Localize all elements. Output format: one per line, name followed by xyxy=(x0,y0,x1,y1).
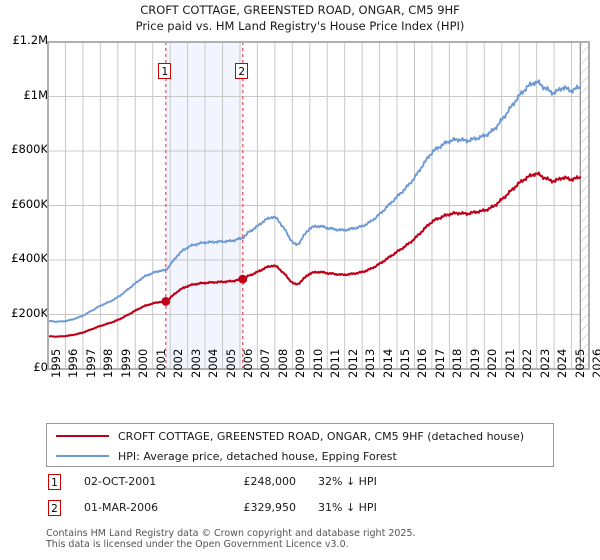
x-axis-tick-7: 2002 xyxy=(171,348,186,378)
footer-attribution: Contains HM Land Registry data © Crown c… xyxy=(46,528,586,550)
legend-label-0: CROFT COTTAGE, GREENSTED ROAD, ONGAR, CM… xyxy=(118,429,525,443)
plot-marker-1[interactable]: 1 xyxy=(158,63,172,79)
y-axis-tick-0: £0 xyxy=(33,360,48,374)
series-line-property xyxy=(48,171,582,338)
legend-label-1: HPI: Average price, detached house, Eppi… xyxy=(118,449,397,463)
transaction-row[interactable]: 2 01-MAR-2006 £329,950 31% ↓ HPI xyxy=(46,498,554,520)
page-title: CROFT COTTAGE, GREENSTED ROAD, ONGAR, CM… xyxy=(0,2,600,34)
x-axis-tick-30: 2025 xyxy=(572,348,587,378)
transaction-price: £248,000 xyxy=(243,475,297,488)
x-axis-tick-23: 2018 xyxy=(450,348,465,378)
legend-color-swatch-1 xyxy=(56,455,109,457)
x-axis-tick-28: 2023 xyxy=(537,348,552,378)
y-axis-tick-5: £1M xyxy=(23,87,48,102)
x-axis-tick-31: 2026 xyxy=(590,348,600,378)
chart-legend: CROFT COTTAGE, GREENSTED ROAD, ONGAR, CM… xyxy=(46,423,554,467)
series-line-hpi xyxy=(48,79,582,323)
x-axis-tick-0: 1995 xyxy=(49,348,63,378)
title-line-subtitle: Price paid vs. HM Land Registry's House … xyxy=(135,19,465,33)
x-axis-tick-16: 2011 xyxy=(328,348,343,378)
plot-marker-2[interactable]: 2 xyxy=(235,63,249,79)
transactions-table: 1 02-OCT-2001 £248,000 32% ↓ HPI 2 01-MAR-200… xyxy=(46,472,554,522)
transaction-row[interactable]: 1 02-OCT-2001 £248,000 32% ↓ HPI xyxy=(46,472,554,494)
x-axis-tick-3: 1998 xyxy=(101,348,116,378)
chart-container: £0 £200K £400K £600K £800K £1M £1.2M 1 2 xyxy=(0,34,600,374)
x-axis-tick-18: 2013 xyxy=(363,348,378,378)
x-axis-tick-29: 2024 xyxy=(555,348,570,378)
plot-border xyxy=(48,42,589,369)
transaction-index-badge: 2 xyxy=(48,500,61,516)
x-axis-tick-9: 2004 xyxy=(206,348,221,378)
x-axis-tick-17: 2012 xyxy=(345,348,360,378)
x-axis-tick-2: 1997 xyxy=(83,348,98,378)
footer-line-1: Contains HM Land Registry data © Crown c… xyxy=(46,528,416,539)
x-axis-tick-11: 2006 xyxy=(240,348,255,378)
x-axis-tick-15: 2010 xyxy=(310,348,325,378)
x-axis-tick-22: 2017 xyxy=(432,348,447,378)
x-axis-tick-12: 2007 xyxy=(258,348,273,378)
sale-point-dot xyxy=(238,274,248,284)
y-axis-tick-2: £400K xyxy=(11,251,48,265)
transaction-hpi-delta: 31% ↓ HPI xyxy=(318,501,377,514)
footer-line-2: This data is licensed under the Open Gov… xyxy=(46,539,349,550)
transaction-price: £329,950 xyxy=(243,501,297,514)
x-axis-tick-14: 2009 xyxy=(293,348,308,378)
x-axis-tick-27: 2022 xyxy=(520,348,535,378)
y-axis-tick-4: £800K xyxy=(11,142,48,156)
transaction-index-badge: 1 xyxy=(48,474,61,490)
transaction-hpi-delta: 32% ↓ HPI xyxy=(318,475,377,488)
future-hatched-region xyxy=(580,42,589,369)
x-axis-tick-5: 2000 xyxy=(136,348,151,378)
legend-row-0: CROFT COTTAGE, GREENSTED ROAD, ONGAR, CM… xyxy=(47,426,524,446)
x-axis-tick-25: 2020 xyxy=(485,348,500,378)
x-axis-tick-19: 2014 xyxy=(380,348,395,378)
sale-point-dot xyxy=(161,297,171,306)
legend-color-swatch-0 xyxy=(56,435,109,437)
x-axis-tick-26: 2021 xyxy=(502,348,517,378)
x-axis-tick-20: 2015 xyxy=(398,348,413,378)
x-axis-tick-labels: 1995 1996 1997 1998 1999 2000 2001 2002 2003 2004… xyxy=(0,349,600,422)
x-axis-tick-8: 2003 xyxy=(188,348,203,378)
x-axis-tick-13: 2008 xyxy=(275,348,290,378)
title-line-address: CROFT COTTAGE, GREENSTED ROAD, ONGAR, CM… xyxy=(140,3,460,17)
x-axis-tick-10: 2005 xyxy=(223,348,238,378)
transaction-date: 01-MAR-2006 xyxy=(84,501,159,514)
y-axis-tick-6: £1.2M xyxy=(12,33,48,47)
transaction-date: 02-OCT-2001 xyxy=(84,475,157,488)
chart-svg xyxy=(48,42,589,369)
x-axis-tick-24: 2019 xyxy=(467,348,482,378)
x-axis-tick-1: 1996 xyxy=(66,348,81,378)
x-axis-tick-21: 2016 xyxy=(415,348,430,378)
y-axis-tick-3: £600K xyxy=(11,196,48,211)
x-axis-tick-4: 1999 xyxy=(118,348,133,378)
plot-area xyxy=(47,41,590,370)
x-axis-tick-6: 2001 xyxy=(153,348,168,378)
legend-row-1: HPI: Average price, detached house, Eppi… xyxy=(47,446,397,466)
y-axis-tick-1: £200K xyxy=(11,305,48,320)
